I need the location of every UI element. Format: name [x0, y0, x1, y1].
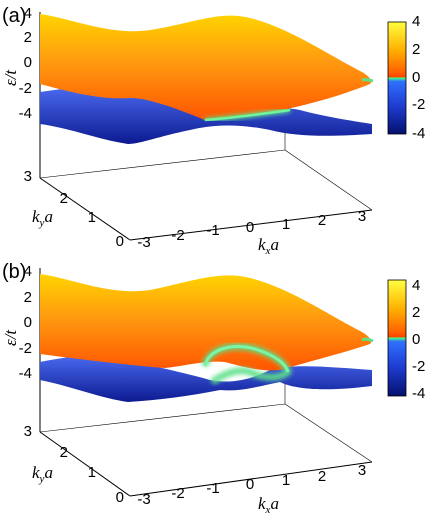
panel-b: (b) 4 2 0 -2 -4 ε/t 3 2 1 0 kya -3 -2 -1… [0, 256, 436, 513]
ky-tick: 3 [24, 423, 32, 440]
kx-tick: 3 [358, 208, 366, 225]
conduction-band-surface [40, 14, 372, 120]
ky-axis-label: kya [32, 463, 53, 485]
band-plot-a: (a) 4 2 0 -2 -4 ε/t 3 2 1 0 kya -3 -2 -1… [1, 5, 425, 256]
ky-tick: 2 [60, 444, 68, 461]
colorbar [387, 279, 407, 397]
z-axis-label: ε/t [1, 69, 20, 86]
z-tick: 0 [24, 314, 32, 331]
z-tick: -2 [19, 340, 32, 357]
colorbar-tick: 4 [412, 277, 420, 294]
colorbar-tick: 2 [412, 41, 420, 58]
ky-tick: 0 [116, 233, 124, 250]
kx-tick: -2 [171, 227, 184, 244]
valence-band-surface [40, 86, 372, 144]
panel-label: (b) [2, 261, 26, 283]
panel-label: (a) [2, 5, 26, 27]
band-plot-b: (b) 4 2 0 -2 -4 ε/t 3 2 1 0 kya -3 -2 -1… [1, 261, 425, 513]
ky-tick: 0 [116, 489, 124, 506]
ky-tick: 1 [88, 464, 96, 481]
z-tick: 2 [24, 29, 32, 46]
kx-axis [129, 461, 373, 497]
z-axis-label: ε/t [1, 329, 20, 346]
fermi-contour-edge [361, 337, 374, 343]
panel-a: (a) 4 2 0 -2 -4 ε/t 3 2 1 0 kya -3 -2 -1… [0, 0, 436, 256]
kx-tick: 0 [246, 476, 254, 493]
z-tick: 2 [24, 289, 32, 306]
z-tick: 4 [24, 5, 32, 22]
ky-tick: 3 [24, 168, 32, 185]
colorbar-tick: 4 [412, 13, 420, 30]
z-tick: 0 [24, 54, 32, 71]
ky-axis [39, 177, 131, 241]
kx-tick: 1 [282, 472, 290, 489]
kx-tick: 0 [246, 219, 254, 236]
colorbar-tick: 0 [412, 331, 420, 348]
floor-right-edge [284, 149, 373, 211]
kx-tick: -2 [171, 485, 184, 502]
z-tick: -4 [19, 365, 32, 382]
ky-axis-label: kya [32, 207, 53, 229]
colorbar-tick: -4 [412, 125, 425, 142]
ky-tick: 2 [60, 190, 68, 207]
floor-right-edge [284, 403, 373, 463]
conduction-band-surface [40, 274, 372, 371]
colorbar [387, 21, 407, 135]
fermi-ring [203, 345, 290, 373]
kx-tick: 2 [318, 212, 326, 229]
z-tick: -4 [19, 105, 32, 122]
z-tick: 4 [24, 263, 32, 280]
kx-tick: -1 [206, 222, 219, 239]
kx-axis-label: kxa [258, 235, 279, 256]
floor-back-edge [39, 403, 286, 433]
kx-axis [129, 209, 373, 241]
kx-tick: -3 [137, 234, 150, 251]
kx-tick: 2 [318, 468, 326, 485]
kx-tick: -1 [206, 480, 219, 497]
z-tick: -2 [19, 80, 32, 97]
kx-tick: 3 [358, 462, 366, 479]
fermi-contour-edge [361, 78, 374, 83]
kx-tick: -3 [137, 491, 150, 508]
ky-tick: 1 [88, 209, 96, 226]
colorbar-tick: 0 [412, 69, 420, 86]
colorbar-tick: 2 [412, 304, 420, 321]
floor-back-edge [39, 149, 286, 179]
colorbar-tick: -2 [412, 358, 425, 375]
kx-tick: 1 [282, 216, 290, 233]
colorbar-tick: -4 [412, 385, 425, 402]
kx-axis-label: kxa [258, 494, 279, 513]
ky-axis [39, 431, 131, 497]
fermi-contour [204, 108, 291, 122]
colorbar-tick: -2 [412, 96, 425, 113]
